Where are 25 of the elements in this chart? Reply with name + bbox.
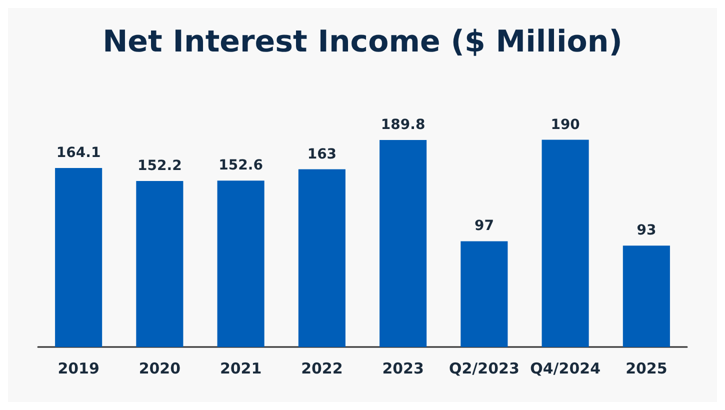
x-tick-label: 2021 <box>220 360 262 378</box>
x-tick-label: 2023 <box>382 360 424 378</box>
x-tick-label: 2025 <box>626 360 668 378</box>
x-tick-label: 2019 <box>58 360 100 378</box>
bar <box>55 168 102 347</box>
bar <box>460 241 508 347</box>
data-label: 163 <box>307 146 337 162</box>
data-label: 97 <box>474 218 494 234</box>
x-tick-label: Q2/2023 <box>448 360 520 378</box>
bar <box>380 140 427 347</box>
x-tick-label: Q4/2024 <box>530 360 601 378</box>
data-label: 164.1 <box>56 145 101 162</box>
data-label: 152.2 <box>138 158 182 174</box>
data-label: 93 <box>636 222 656 239</box>
data-label: 152.6 <box>218 158 263 174</box>
bar <box>622 246 670 347</box>
chart-title: Net Interest Income ($ Million) <box>102 24 622 60</box>
data-label: 190 <box>550 116 580 133</box>
bar <box>136 181 184 347</box>
bar <box>217 180 264 347</box>
x-tick-label: 2022 <box>301 360 343 378</box>
bar <box>542 140 589 347</box>
bar <box>298 169 346 347</box>
x-tick-label: 2020 <box>138 360 181 378</box>
data-label: 189.8 <box>380 117 426 134</box>
